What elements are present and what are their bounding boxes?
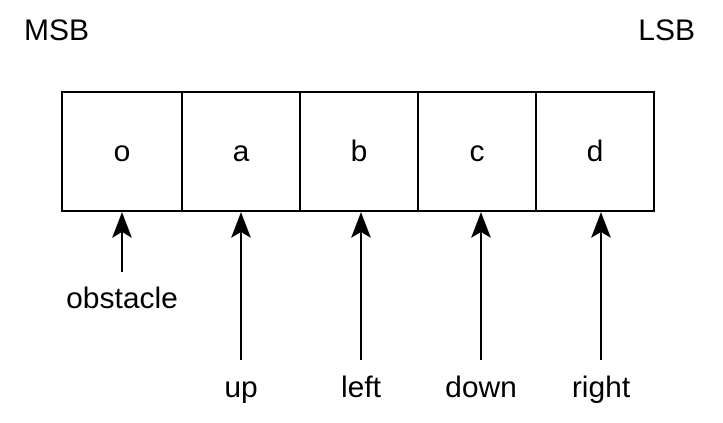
bit-cell-d: d xyxy=(535,91,655,212)
label-up: up xyxy=(224,371,258,404)
label-obstacle: obstacle xyxy=(66,282,178,315)
arrow-down xyxy=(471,212,491,360)
arrow-right xyxy=(591,212,611,360)
label-left: left xyxy=(340,371,382,404)
lsb-label: LSB xyxy=(638,14,695,47)
arrow-up xyxy=(231,212,251,360)
label-right: right xyxy=(571,371,631,404)
bit-field: o a b c d xyxy=(61,91,663,212)
msb-label: MSB xyxy=(24,14,90,47)
arrow-left xyxy=(351,212,371,360)
label-down: down xyxy=(445,371,517,404)
arrow-obstacle xyxy=(112,212,132,272)
